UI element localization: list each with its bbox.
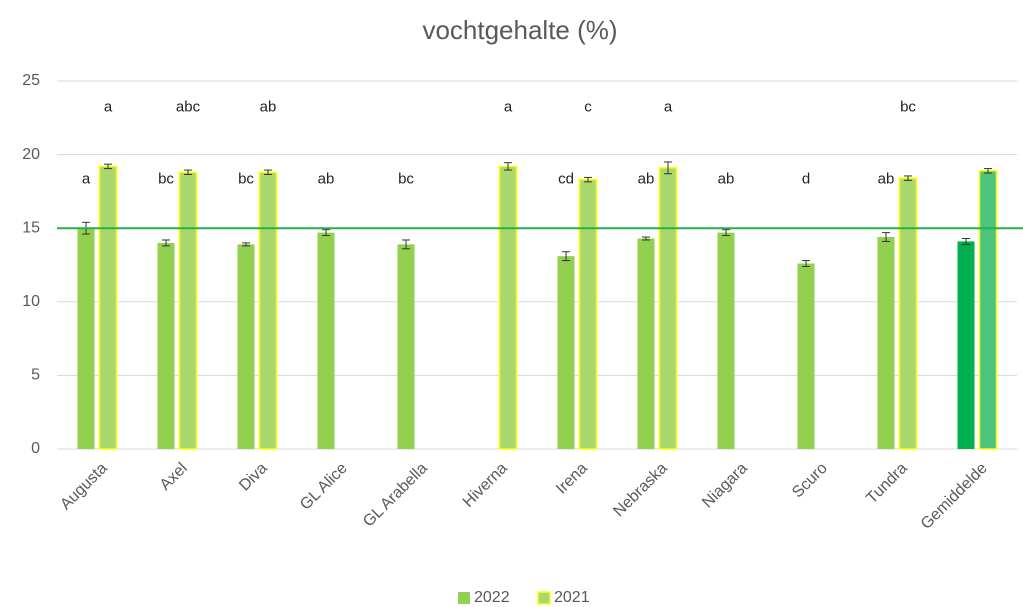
- error-bar: [584, 176, 592, 183]
- y-tick-label: 20: [22, 146, 40, 163]
- bar: [578, 178, 598, 450]
- error-bar: [184, 169, 192, 175]
- bar: [317, 232, 335, 449]
- x-tick-label: Diva: [236, 460, 271, 495]
- x-tick-label: Augusta: [57, 460, 111, 514]
- error-bar: [664, 161, 672, 175]
- chart-title: vochtgehalte (%): [422, 15, 617, 45]
- x-tick-label: Nebraska: [610, 460, 671, 521]
- legend-label: 2022: [474, 589, 510, 606]
- error-bar: [642, 236, 650, 241]
- annotation: a: [82, 171, 91, 188]
- error-bar: [962, 238, 970, 245]
- y-tick-label: 0: [31, 440, 40, 457]
- annotation: bc: [158, 171, 174, 188]
- annotation: abc: [176, 98, 201, 115]
- bar: [957, 241, 975, 449]
- annotation: a: [104, 98, 113, 115]
- x-tick-label: Tundra: [863, 460, 911, 508]
- annotation: ab: [638, 171, 655, 188]
- x-tick-label: GL Alice: [297, 460, 351, 514]
- error-bar: [162, 239, 170, 247]
- annotation: ab: [718, 171, 735, 188]
- annotation: bc: [900, 98, 916, 115]
- y-tick-label: 25: [22, 72, 40, 89]
- y-tick-label: 10: [22, 293, 40, 310]
- error-bar: [242, 242, 250, 247]
- annotation: bc: [398, 171, 414, 188]
- bar: [397, 244, 415, 449]
- annotation: bc: [238, 171, 254, 188]
- bar: [237, 244, 255, 449]
- x-tick-label: Scuro: [789, 460, 831, 502]
- x-tick-label: Axel: [157, 460, 191, 494]
- x-tick-label: Irena: [553, 460, 591, 498]
- annotation: a: [504, 98, 513, 115]
- error-bar: [802, 260, 810, 267]
- annotation: ab: [260, 98, 277, 115]
- error-bar: [264, 169, 272, 175]
- bar: [557, 256, 575, 449]
- x-tick-label: Niagara: [699, 460, 751, 512]
- bar: [898, 177, 918, 450]
- bar: [98, 165, 118, 450]
- y-tick-label: 5: [31, 367, 40, 384]
- error-bar: [402, 239, 410, 250]
- error-bar: [562, 251, 570, 262]
- x-tick-label: GL Arabella: [360, 460, 431, 531]
- x-tick-label: Gemiddelde: [918, 460, 991, 533]
- bar: [978, 170, 998, 450]
- error-bar: [322, 229, 330, 237]
- bar: [637, 238, 655, 449]
- annotation: d: [802, 171, 810, 188]
- error-bar: [904, 175, 912, 181]
- bar: [658, 167, 678, 450]
- annotation: a: [664, 98, 673, 115]
- y-tick-label: 15: [22, 219, 40, 236]
- bar: [178, 171, 198, 450]
- bar: [258, 171, 278, 450]
- x-tick-label: Hiverna: [460, 460, 511, 511]
- error-bar: [722, 229, 730, 237]
- annotation: ab: [878, 171, 895, 188]
- annotation: ab: [318, 171, 335, 188]
- annotation: cd: [558, 171, 574, 188]
- error-bar: [104, 163, 112, 170]
- legend-label: 2021: [554, 589, 590, 606]
- bar: [157, 242, 175, 449]
- bar: [797, 263, 815, 449]
- error-bar: [504, 162, 512, 171]
- bar: [877, 237, 895, 449]
- legend-swatch: [458, 592, 470, 604]
- legend-swatch: [537, 591, 551, 605]
- bar: [498, 165, 518, 450]
- annotation: c: [584, 98, 592, 115]
- bar: [77, 228, 95, 449]
- error-bar: [984, 168, 992, 174]
- error-bar: [882, 232, 890, 242]
- bar: [717, 232, 735, 449]
